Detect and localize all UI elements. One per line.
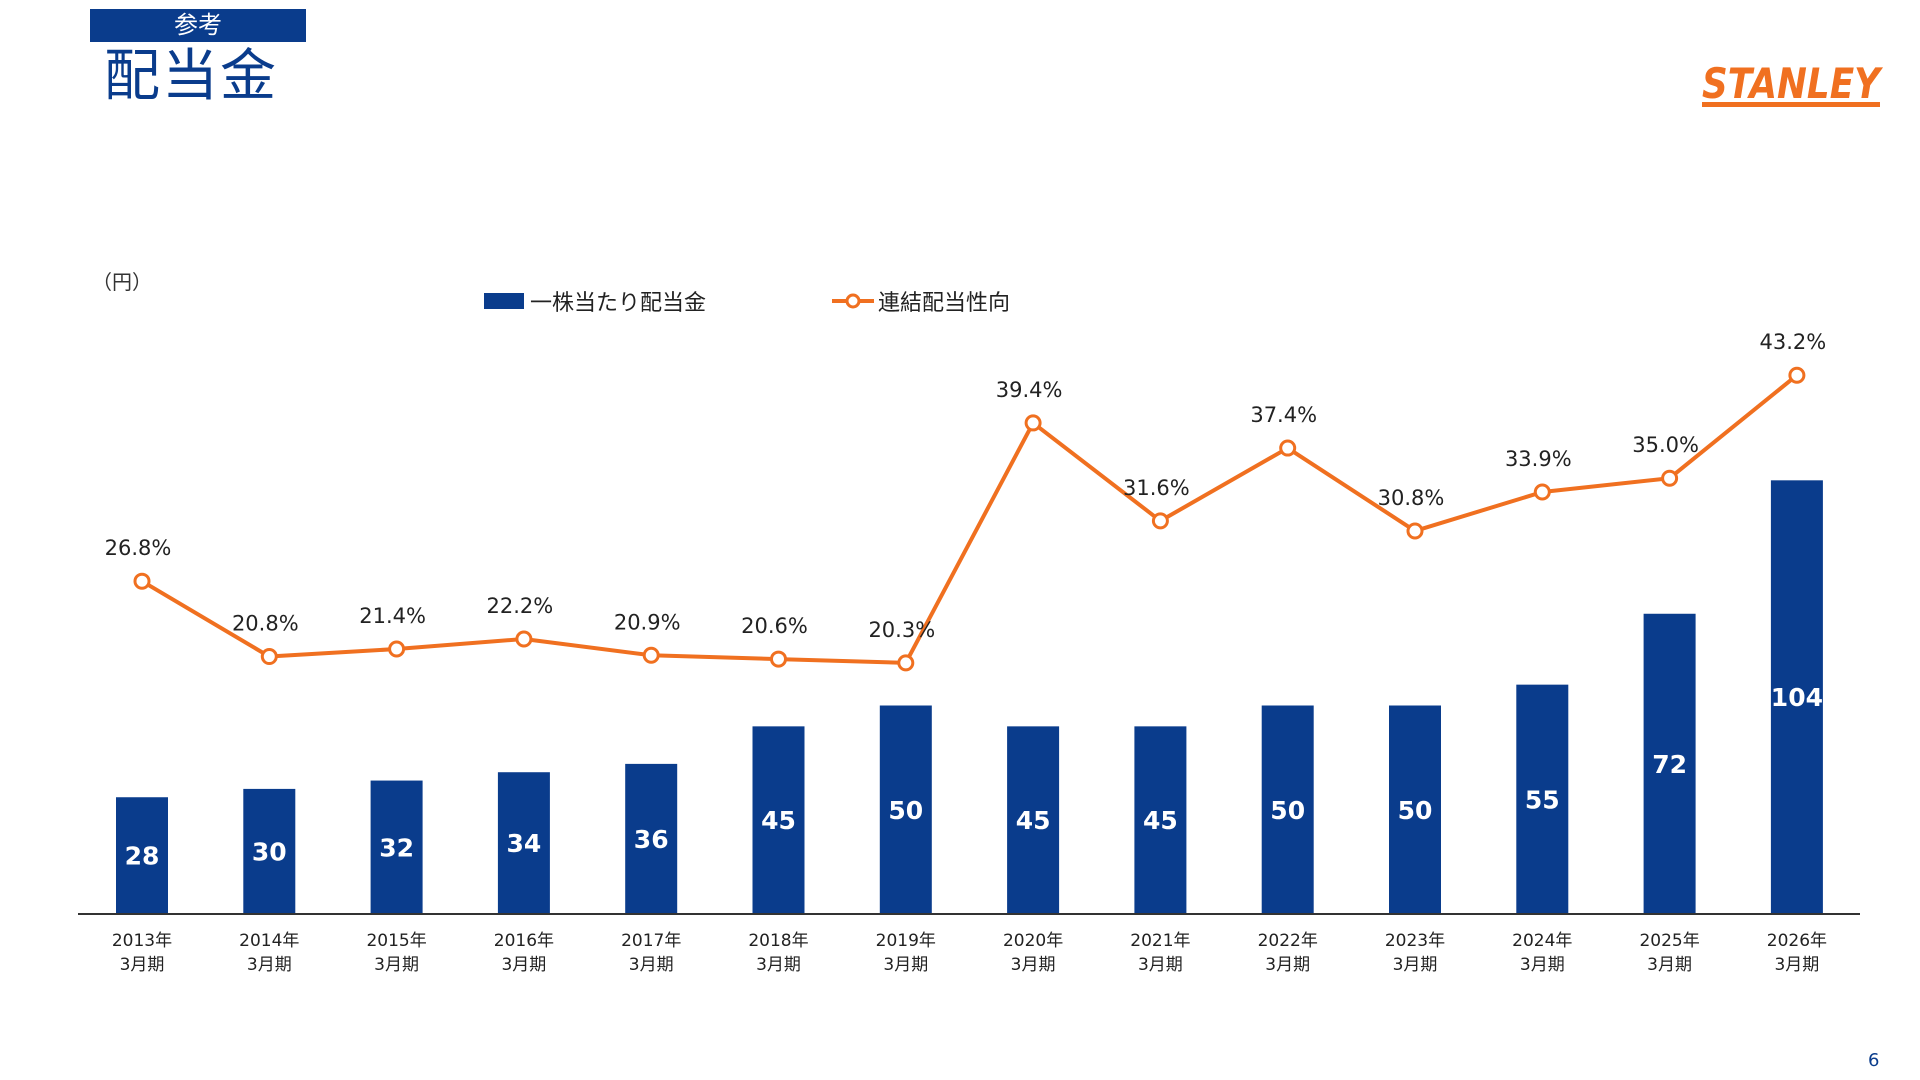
payout-value-label: 33.9%: [1505, 447, 1572, 471]
x-tick-label: 2024年 3月期: [1512, 931, 1572, 975]
x-tick-label: 2022年 3月期: [1258, 931, 1318, 975]
legend-payout-label: 連結配当性向: [878, 291, 1011, 316]
x-tick-label: 2021年 3月期: [1130, 931, 1190, 975]
payout-point: [1024, 414, 1042, 432]
bar-dividend: [370, 780, 423, 914]
bar-value-label: 72: [1652, 750, 1687, 779]
bar-value-label: 104: [1771, 683, 1823, 712]
payout-point: [133, 572, 151, 590]
bar-value-label: 50: [1270, 796, 1305, 825]
payout-point: [1533, 483, 1551, 501]
payout-value-label: 20.9%: [614, 610, 681, 634]
payout-point: [388, 640, 406, 658]
payout-value-label: 21.4%: [359, 604, 426, 628]
logo-text: STANLEY: [1702, 59, 1883, 108]
payout-point: [770, 650, 787, 668]
bar-dividend: [1007, 726, 1060, 914]
payout-point: [1788, 366, 1806, 384]
bar-value-label: 45: [1143, 806, 1178, 835]
bar-value-label: 50: [1398, 796, 1433, 825]
bar-dividend: [752, 726, 805, 914]
bar-value-label: 36: [634, 825, 669, 854]
legend-dividend: 一株当たり配当金: [484, 288, 707, 316]
bar-dividend: [625, 763, 678, 914]
x-tick-label: 2015年 3月期: [366, 931, 426, 975]
x-tick-label: 2016年 3月期: [494, 931, 554, 975]
bar-value-label: 45: [761, 806, 796, 835]
bar-value-label: 30: [252, 837, 287, 866]
payout-point: [1406, 522, 1424, 540]
x-tick-label: 2017年 3月期: [621, 931, 681, 975]
bar-dividend: [1643, 613, 1696, 914]
page-title: 配当金: [104, 44, 278, 109]
legend-bar-swatch: [484, 293, 524, 309]
payout-value-label: 37.4%: [1250, 403, 1317, 427]
payout-value-label: 20.6%: [741, 614, 808, 638]
x-tick-label: 2014年 3月期: [239, 931, 299, 975]
page-number: 6: [1868, 1050, 1880, 1071]
bar-dividend: [116, 797, 168, 914]
legend-dividend-label: 一株当たり配当金: [530, 291, 707, 316]
bar-dividend: [1516, 684, 1569, 914]
x-tick-label: 2025年 3月期: [1639, 931, 1699, 975]
x-tick-label: 2023年 3月期: [1385, 931, 1445, 975]
payout-value-label: 30.8%: [1378, 486, 1445, 510]
bar-dividend: [497, 772, 550, 914]
bar-dividend: [1261, 705, 1314, 914]
bar-value-label: 55: [1525, 785, 1560, 814]
bar-dividend: [243, 788, 296, 914]
payout-value-label: 35.0%: [1632, 433, 1699, 457]
payout-point: [260, 648, 278, 666]
legend-line-swatch: [832, 293, 874, 309]
unit-label: （円）: [92, 270, 152, 294]
legend-payout: 連結配当性向: [832, 288, 1011, 316]
x-tick-label: 2020年 3月期: [1003, 931, 1063, 975]
payout-point: [515, 630, 533, 648]
x-tick-label: 2026年 3月期: [1767, 931, 1827, 975]
bar-value-label: 50: [888, 796, 923, 825]
payout-value-label: 31.6%: [1123, 476, 1190, 500]
x-tick-label: 2018年 3月期: [748, 931, 808, 975]
payout-line: [140, 373, 1799, 665]
payout-point: [642, 646, 660, 664]
bar-value-label: 28: [125, 842, 160, 871]
bar-value-label: 45: [1016, 806, 1051, 835]
payout-point: [1151, 512, 1169, 530]
x-tick-label: 2013年 3月期: [112, 931, 172, 975]
section-tag: 参考: [90, 9, 306, 42]
x-tick-label: 2019年 3月期: [876, 931, 936, 975]
bar-dividend: [1134, 726, 1187, 914]
payout-point: [1661, 469, 1679, 487]
payout-value-label: 20.8%: [232, 612, 299, 636]
bar-dividend: [1770, 480, 1823, 914]
payout-point: [897, 654, 915, 672]
bar-value-label: 34: [507, 829, 542, 858]
bar-value-label: 32: [379, 833, 414, 862]
bar-dividend: [1389, 705, 1441, 914]
payout-point: [1279, 439, 1297, 457]
logo-underline: [1702, 102, 1880, 107]
payout-value-label: 43.2%: [1760, 330, 1827, 354]
payout-value-label: 20.3%: [868, 618, 935, 642]
payout-value-label: 22.2%: [487, 594, 554, 618]
bar-dividend: [879, 705, 932, 914]
payout-value-label: 26.8%: [105, 536, 172, 560]
payout-value-label: 39.4%: [996, 378, 1063, 402]
stanley-logo: STANLEY: [1702, 59, 1883, 108]
